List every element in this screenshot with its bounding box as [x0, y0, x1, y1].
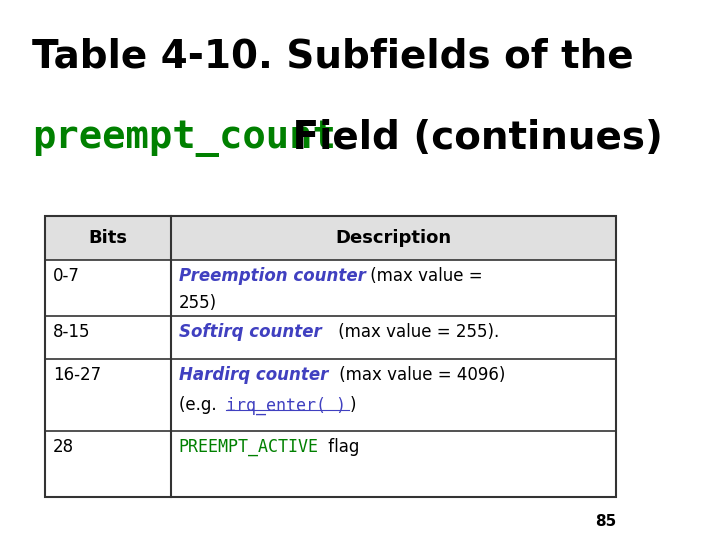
Text: Hardirq counter: Hardirq counter	[179, 366, 328, 384]
Text: 255): 255)	[179, 294, 217, 312]
Text: 16-27: 16-27	[53, 366, 102, 384]
Text: (max value = 255).: (max value = 255).	[333, 323, 499, 341]
Text: Softirq counter: Softirq counter	[179, 323, 321, 341]
Text: Preemption counter: Preemption counter	[179, 267, 366, 285]
Text: (max value = 4096): (max value = 4096)	[334, 366, 505, 384]
Text: preempt_count: preempt_count	[32, 119, 336, 157]
Text: (max value =: (max value =	[365, 267, 482, 285]
Text: 28: 28	[53, 438, 74, 456]
Text: Bits: Bits	[89, 229, 127, 247]
Text: 0-7: 0-7	[53, 267, 80, 285]
Text: PREEMPT_ACTIVE: PREEMPT_ACTIVE	[179, 438, 319, 456]
Text: flag: flag	[323, 438, 359, 456]
Text: Table 4-10. Subfields of the: Table 4-10. Subfields of the	[32, 38, 634, 76]
Text: Field (continues): Field (continues)	[279, 119, 662, 157]
Text: (e.g.: (e.g.	[179, 396, 222, 414]
FancyBboxPatch shape	[45, 216, 616, 260]
Text: 8-15: 8-15	[53, 323, 91, 341]
Text: ): )	[349, 396, 356, 414]
Text: Description: Description	[336, 229, 451, 247]
Text: irq_enter( ): irq_enter( )	[226, 396, 346, 415]
Text: 85: 85	[595, 514, 616, 529]
